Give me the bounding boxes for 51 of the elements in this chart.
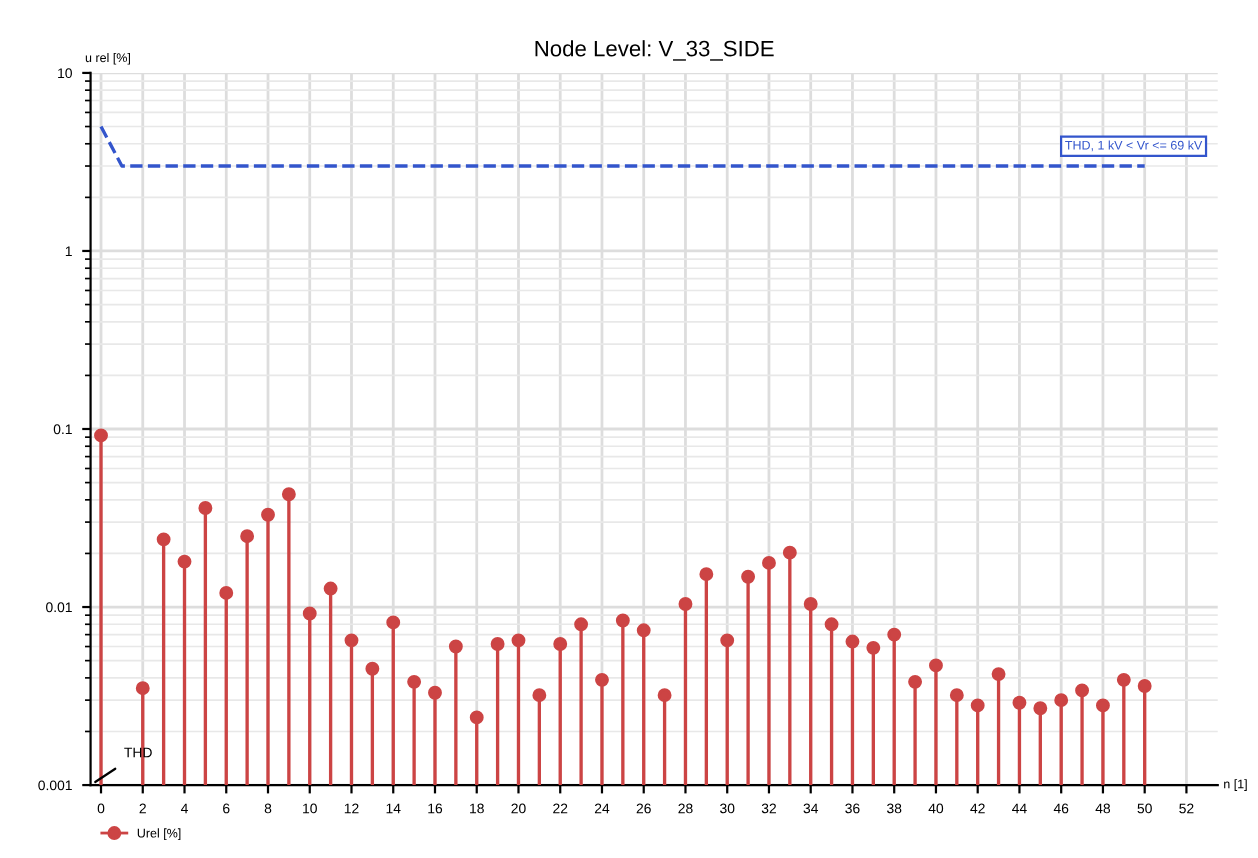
point [261,507,275,522]
point [469,710,484,725]
point [908,674,923,689]
point [448,639,463,654]
point [615,613,630,628]
point [1012,695,1027,710]
point [177,554,192,569]
point [219,585,234,600]
point [949,688,964,703]
point [887,627,902,642]
point [741,569,756,584]
point [511,633,526,648]
point [94,428,108,443]
point [762,555,776,570]
point [365,661,380,676]
point [1033,701,1048,716]
point [782,545,797,560]
point [657,688,672,703]
point [1137,679,1152,693]
point [636,623,651,638]
point [156,532,171,547]
point [803,597,818,611]
point [929,658,943,673]
point [302,606,317,621]
point [1095,698,1110,713]
point [240,529,255,544]
point [970,698,985,713]
point [198,501,213,515]
point [532,688,547,703]
point [407,674,422,689]
point [595,672,609,687]
point [866,640,881,655]
chart-title: Node Level: V_33_SIDE [535,40,774,61]
point [344,633,359,648]
point [845,634,860,649]
point [574,617,589,632]
point [428,685,442,700]
point [553,637,568,651]
point [323,581,338,596]
point [678,597,693,611]
point [490,637,505,651]
point [1054,693,1069,708]
point [281,487,296,502]
point [1075,683,1090,698]
point [135,681,150,696]
point [991,667,1006,682]
point [699,567,714,582]
point [386,615,401,630]
point [1116,672,1131,687]
point [720,633,735,648]
point [824,617,839,632]
